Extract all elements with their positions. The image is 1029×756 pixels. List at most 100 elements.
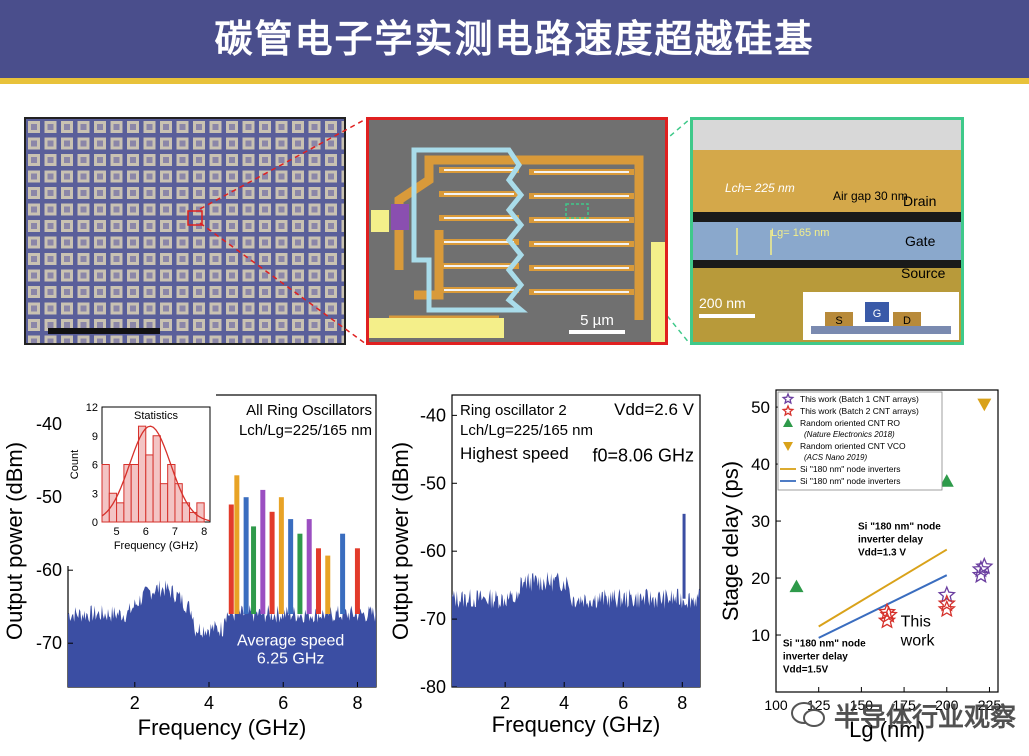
batch1-point — [937, 585, 957, 603]
spectrum-peak — [682, 513, 686, 599]
legend-marker — [781, 392, 795, 405]
chart-title: All Ring Oscillators — [246, 402, 372, 419]
y-tick-label: -70 — [420, 609, 446, 629]
x-tick-label: 100 — [764, 697, 788, 713]
inset-d: D — [903, 315, 911, 327]
banner-accent-line — [0, 78, 1029, 84]
ring-oscillator-sem: 5 µm — [366, 117, 668, 345]
si-line-vdd-1-3 — [818, 548, 948, 628]
lch-label: Lch= 225 nm — [725, 181, 795, 195]
inset-x-tick-label: 8 — [201, 526, 207, 538]
y-tick-label: 30 — [751, 512, 770, 531]
inset-y-tick-label: 0 — [92, 517, 98, 529]
histogram-bar — [116, 502, 125, 523]
spectrum-peak — [325, 555, 331, 614]
spectrum-peak — [251, 526, 257, 614]
cnt-ro-point — [939, 474, 954, 487]
x-tick-label: 6 — [618, 693, 628, 713]
inset-y-tick-label: 12 — [86, 402, 98, 414]
watermark: 半导体行业观察 — [790, 693, 1025, 737]
watermark-text: 半导体行业观察 — [834, 702, 1017, 733]
x-tick-label: 175 — [892, 697, 916, 713]
gate-label: Gate — [905, 233, 936, 249]
batch1-point — [975, 556, 994, 575]
spectrum-peak — [228, 504, 234, 614]
annotation-this-work: This — [901, 613, 931, 630]
inset-y-tick-label: 3 — [92, 488, 98, 500]
gaussian-fit — [101, 425, 211, 522]
x-axis-label: Frequency (GHz) — [138, 715, 307, 740]
x-tick-label: 8 — [352, 693, 362, 713]
spectrum-peak — [354, 548, 360, 614]
si-line-vdd-1-5 — [818, 574, 948, 639]
wechat-icon — [791, 702, 825, 727]
y-tick-label: -50 — [420, 473, 446, 493]
batch2-point — [937, 599, 957, 618]
y-tick-label: 20 — [751, 569, 770, 588]
batch2-point — [877, 602, 897, 621]
inset-y-tick-label: 9 — [92, 431, 98, 443]
legend-label: Si "180 nm" node inverters — [800, 476, 901, 486]
x-tick-label: 8 — [677, 693, 687, 713]
vdd-label: Vdd=2.6 V — [614, 400, 695, 419]
chart-ring-oscillator-2: 2 4 6 8 -40 -50 -60 -70 -80 Frequency (GHz) Output… — [390, 394, 701, 737]
y-tick-label: 50 — [751, 398, 770, 417]
inset-y-tick-label: 6 — [92, 460, 98, 472]
annotation-upper: inverter delay — [858, 535, 923, 546]
y-tick-label: -60 — [36, 560, 62, 580]
wafer-array-image — [24, 117, 346, 345]
spectrum-peak — [278, 497, 284, 614]
histogram-bar — [145, 454, 154, 523]
legend-marker — [781, 404, 795, 417]
cnt-ro-point — [789, 579, 804, 593]
batch1-point — [971, 565, 991, 584]
spectrum-peak — [315, 548, 321, 614]
peak-annotation: f0=8.06 GHz — [592, 446, 694, 466]
x-axis-label: Lg (nm) — [849, 717, 925, 742]
chart-subtitle: Lch/Lg=225/165 nm — [460, 422, 593, 439]
chart-title: Ring oscillator 2 — [460, 402, 567, 419]
x-tick-label: 6 — [278, 693, 288, 713]
spectrum-peak — [288, 519, 294, 614]
noise-floor — [68, 580, 376, 687]
histogram-bar — [196, 502, 205, 523]
legend-label: This work (Batch 1 CNT arrays) — [800, 394, 919, 404]
scale-label: 200 nm — [699, 295, 746, 311]
spectrum-peak — [234, 475, 240, 614]
y-axis-label: Stage delay (ps) — [718, 461, 743, 621]
spectrum-peak — [340, 533, 346, 614]
y-tick-label: -60 — [420, 541, 446, 561]
annotation-average: Average speed — [237, 632, 344, 649]
spectrum-peak — [306, 519, 312, 614]
transistor-cross-section: Lch= 225 nm Lg= 165 nm Air gap 30 nm Dra… — [690, 117, 964, 345]
histogram-bar — [137, 425, 147, 523]
chart-subtitle: Lch/Lg=225/165 nm — [239, 422, 372, 439]
chart-stage-delay: 100 125 150 175 200 225 10 20 30 40 50 Lg (nm) Stage… — [718, 389, 1001, 742]
x-axis-label: Frequency (GHz) — [492, 712, 661, 737]
y-tick-label: -50 — [36, 487, 62, 507]
x-tick-label: 2 — [130, 693, 140, 713]
title-banner — [0, 0, 1029, 78]
zoom-box — [187, 210, 203, 226]
x-tick-label: 125 — [807, 697, 831, 713]
spectrum-peak — [243, 497, 249, 614]
chart-all-ring-oscillators: 2 4 6 8 -40 -50 -60 -70 Frequency (GHz) Output po… — [2, 393, 377, 740]
spectrum-peak — [297, 533, 303, 614]
spectrum-peak — [260, 489, 266, 614]
chart-subtitle-2: Highest speed — [460, 444, 569, 463]
legend-label: Random oriented CNT VCO — [800, 441, 906, 451]
spectrum-peak — [269, 511, 275, 614]
legend-label: Si "180 nm" node inverters — [800, 464, 901, 474]
inset-s: S — [835, 315, 842, 327]
legend-sublabel: (Nature Electronics 2018) — [804, 430, 895, 439]
y-tick-label: -40 — [36, 414, 62, 434]
x-tick-label: 150 — [850, 697, 874, 713]
annotation-lower: Si "180 nm" node — [783, 638, 866, 649]
annotation-this-work: work — [900, 632, 936, 649]
batch2-point — [937, 593, 957, 612]
annotation-lower: Vdd=1.5V — [783, 664, 829, 675]
x-tick-label: 4 — [204, 693, 214, 713]
inset-title: Statistics — [134, 410, 179, 422]
scale-label: 5 µm — [580, 312, 614, 329]
x-tick-label: 2 — [500, 693, 510, 713]
